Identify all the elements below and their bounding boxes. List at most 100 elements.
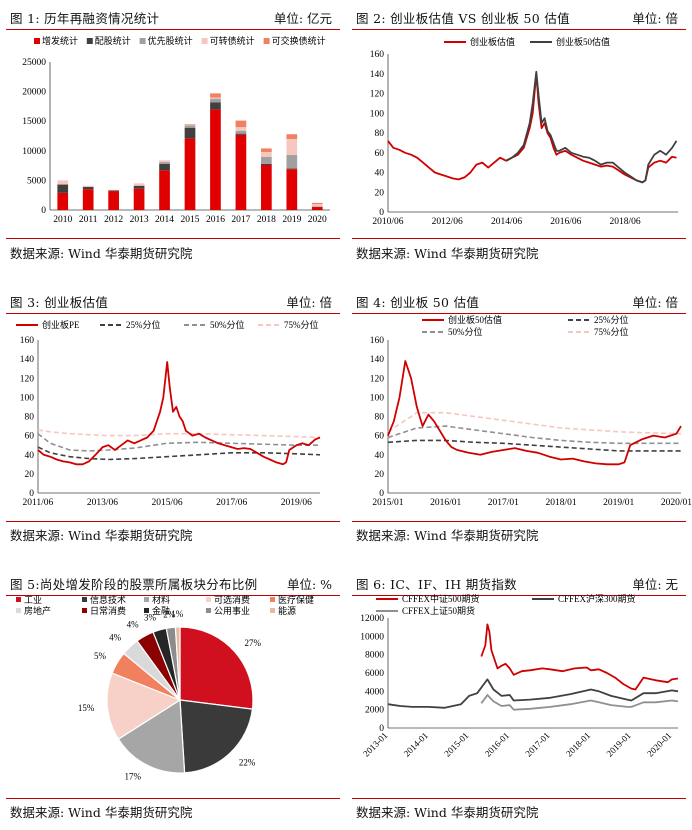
- figure-unit: 单位: %: [286, 577, 332, 592]
- y-tick-label: 140: [20, 355, 35, 365]
- y-tick-label: 0: [379, 208, 384, 218]
- y-tick-label: 120: [370, 90, 385, 100]
- legend-label: 可转债统计: [210, 35, 255, 46]
- x-tick-label: 2017-01: [523, 730, 551, 758]
- x-tick-label: 2018: [257, 215, 276, 225]
- legend-label: 50%分位: [210, 319, 245, 330]
- bar: [210, 109, 221, 210]
- legend-swatch: [139, 38, 146, 44]
- y-tick-label: 20000: [22, 88, 46, 98]
- legend-label: 75%分位: [594, 326, 629, 337]
- x-tick-label: 2020: [308, 215, 327, 225]
- bottom-rule: [6, 238, 340, 239]
- bottom-rule: [6, 798, 340, 799]
- pie-slice: [117, 698, 186, 774]
- y-tick-label: 160: [20, 336, 35, 346]
- bar: [286, 169, 298, 210]
- chart-panel-1: 图 1: 历年再融资情况统计 单位: 亿元 0 5000 10000 15000 200…: [0, 0, 346, 268]
- x-tick-label: 2015-01: [442, 730, 470, 758]
- y-tick-label: 20: [375, 470, 385, 480]
- y-tick-label: 120: [370, 374, 385, 384]
- chart-panel-3: 图 3: 创业板估值 单位: 倍 0 20 40 60 80 100 120 140 160 20…: [0, 284, 346, 550]
- x-tick-label: 2015/06: [152, 498, 183, 508]
- x-tick-label: 2014: [155, 215, 174, 225]
- title-rule: [6, 29, 340, 30]
- title-rule: [352, 595, 686, 596]
- data-source: 数据来源: Wind 华泰期货研究院: [356, 246, 539, 261]
- series-line: [37, 446, 321, 461]
- y-tick-label: 10000: [22, 147, 46, 157]
- legend-label: 75%分位: [284, 319, 319, 330]
- bar: [82, 189, 94, 210]
- series-line: [480, 623, 679, 691]
- bar: [57, 180, 69, 185]
- x-tick-label: 2017/01: [488, 498, 519, 508]
- legend-swatch: [82, 597, 87, 602]
- legend-label: CFFEX沪深300期货: [558, 593, 636, 604]
- y-tick-label: 20: [25, 470, 35, 480]
- bottom-rule: [352, 798, 686, 799]
- pie-slice: [179, 626, 254, 710]
- figure-title: 图 3: 创业板估值: [10, 295, 109, 310]
- x-tick-label: 2016/06: [550, 217, 581, 227]
- y-tick-label: 2000: [365, 706, 384, 716]
- y-tick-label: 80: [375, 129, 385, 139]
- legend-label: 材料: [152, 594, 170, 605]
- series-line: [506, 70, 678, 184]
- bar: [261, 165, 272, 210]
- bar: [261, 148, 272, 152]
- chart-canvas: 0 2000 4000 6000 8000 10000 12000 2013-01 2014-0…: [360, 593, 679, 759]
- x-tick-label: 2019: [282, 215, 301, 225]
- x-tick-label: 2019/06: [281, 498, 312, 508]
- legend-label: 配股统计: [95, 35, 131, 46]
- y-tick-label: 5000: [27, 176, 46, 186]
- series-line: [37, 433, 320, 452]
- data-source: 数据来源: Wind 华泰期货研究院: [356, 805, 539, 820]
- legend-label: 金融: [152, 605, 170, 616]
- bottom-rule: [352, 238, 686, 239]
- pie-label: 4%: [109, 632, 122, 642]
- bar: [108, 189, 119, 191]
- bar: [311, 202, 323, 205]
- x-tick-label: 2016-01: [483, 730, 511, 758]
- bar: [82, 185, 94, 187]
- figure-title: 图 2: 创业板估值 VS 创业板 50 估值: [356, 11, 570, 26]
- pie-label: 3%: [144, 612, 157, 622]
- bar: [235, 127, 247, 131]
- bar: [311, 207, 323, 210]
- x-tick-label: 2018/01: [545, 498, 576, 508]
- legend-label: 25%分位: [594, 314, 629, 325]
- bar: [235, 134, 247, 210]
- x-tick-label: 2017/06: [216, 498, 247, 508]
- y-tick-label: 8000: [365, 651, 384, 661]
- y-tick-label: 0: [41, 206, 46, 216]
- y-tick-label: 60: [375, 432, 385, 442]
- series-line: [387, 72, 677, 184]
- y-tick-label: 20: [375, 188, 385, 198]
- figure-unit: 单位: 倍: [632, 295, 678, 310]
- y-tick-label: 12000: [360, 614, 384, 624]
- legend-swatch: [201, 38, 208, 44]
- figure-unit: 单位: 无: [632, 577, 678, 592]
- bar: [286, 134, 298, 139]
- bar: [311, 204, 323, 207]
- y-tick-label: 60: [25, 432, 35, 442]
- pie-label: 27%: [245, 638, 262, 648]
- series-line: [480, 694, 679, 711]
- figure-title: 图 4: 创业板 50 估值: [356, 295, 480, 310]
- bar: [184, 125, 196, 128]
- chart-canvas: 0 20 40 60 80 100 120 140 160 2011/06 2013/06 2015/…: [16, 319, 321, 508]
- legend-swatch: [206, 608, 211, 613]
- x-tick-label: 2016/01: [430, 498, 461, 508]
- x-tick-label: 2010: [53, 215, 72, 225]
- bar: [133, 185, 145, 189]
- title-rule: [352, 313, 686, 314]
- legend-label: 创业板估值: [470, 36, 515, 47]
- bar: [210, 97, 221, 99]
- legend-label: 信息技术: [90, 594, 126, 605]
- pie-slice: [174, 626, 181, 701]
- y-tick-label: 40: [375, 451, 385, 461]
- figure-title: 图 6: IC、IF、IH 期货指数: [356, 577, 517, 592]
- legend-label: 可选消费: [214, 594, 250, 605]
- bottom-rule: [352, 521, 686, 522]
